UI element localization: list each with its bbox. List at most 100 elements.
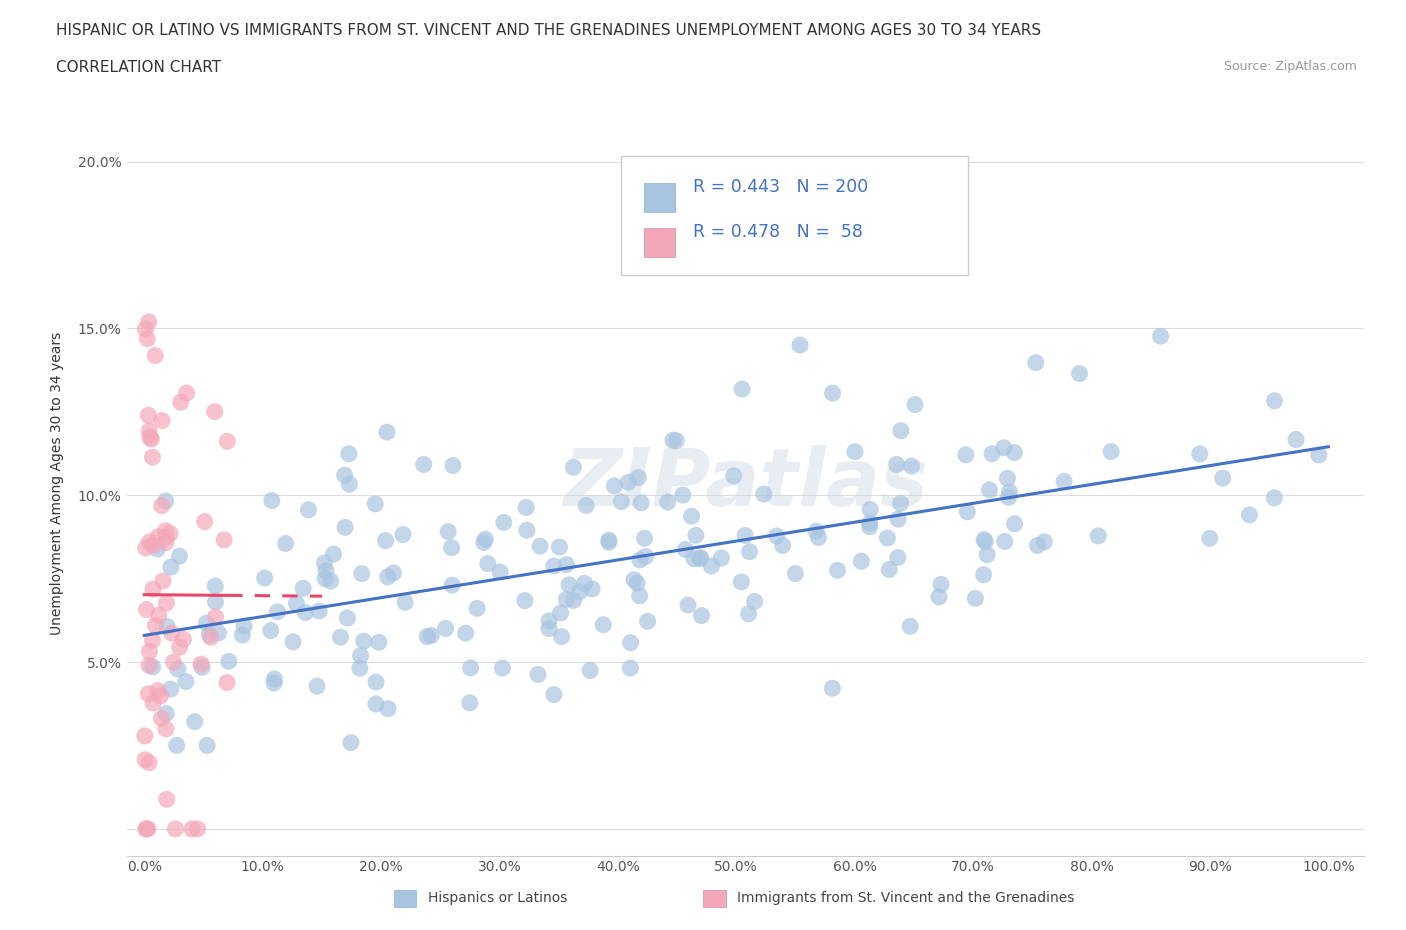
Point	[723, 469, 745, 484]
Point	[333, 468, 356, 483]
Point	[1149, 329, 1171, 344]
Point	[156, 791, 179, 806]
Point	[135, 602, 157, 617]
Point	[204, 610, 226, 625]
Point	[619, 660, 641, 675]
Point	[150, 711, 173, 725]
Point	[315, 564, 337, 578]
Point	[322, 547, 344, 562]
Point	[859, 502, 882, 517]
Point	[143, 348, 166, 363]
Point	[1263, 490, 1285, 505]
Point	[260, 623, 283, 638]
Point	[260, 493, 283, 508]
Point	[200, 630, 222, 644]
Point	[441, 458, 464, 473]
Point	[689, 551, 711, 565]
Point	[166, 661, 188, 676]
Point	[382, 565, 405, 580]
Point	[731, 381, 754, 396]
Point	[527, 667, 550, 682]
Point	[135, 821, 157, 836]
Point	[135, 540, 157, 555]
Point	[538, 614, 561, 629]
Point	[139, 430, 162, 445]
Point	[134, 752, 156, 767]
Point	[215, 675, 238, 690]
Point	[191, 660, 214, 675]
Point	[142, 538, 165, 552]
FancyBboxPatch shape	[621, 156, 967, 275]
Point	[204, 594, 226, 609]
Point	[887, 512, 910, 526]
Point	[187, 821, 209, 836]
Point	[994, 534, 1017, 549]
Point	[981, 446, 1004, 461]
Point	[575, 498, 598, 513]
Point	[890, 423, 912, 438]
Point	[172, 631, 194, 646]
Point	[146, 684, 169, 698]
Point	[859, 515, 882, 530]
Point	[734, 528, 756, 543]
Point	[155, 595, 177, 610]
Point	[138, 644, 160, 658]
Point	[174, 674, 197, 689]
Point	[458, 696, 481, 711]
Point	[1198, 531, 1220, 546]
Point	[548, 539, 571, 554]
Point	[685, 528, 707, 543]
Point	[155, 524, 177, 538]
Point	[998, 485, 1021, 499]
Point	[928, 590, 950, 604]
Point	[785, 566, 807, 581]
Point	[900, 458, 922, 473]
Point	[141, 432, 163, 446]
Point	[141, 633, 163, 648]
Point	[973, 532, 995, 547]
Point	[821, 681, 844, 696]
Point	[441, 578, 464, 592]
Point	[887, 551, 910, 565]
Point	[155, 722, 177, 737]
Text: Hispanics or Latinos: Hispanics or Latinos	[427, 891, 567, 906]
Point	[333, 520, 356, 535]
Point	[890, 496, 912, 511]
Point	[550, 605, 572, 620]
Point	[165, 821, 187, 836]
Point	[543, 559, 565, 574]
Point	[319, 574, 342, 589]
Text: R = 0.478   N =  58: R = 0.478 N = 58	[693, 223, 863, 241]
Point	[460, 660, 482, 675]
Point	[620, 635, 643, 650]
Point	[350, 566, 373, 581]
Point	[1069, 366, 1091, 381]
Point	[997, 471, 1019, 485]
Point	[392, 527, 415, 542]
Point	[181, 821, 204, 836]
Point	[138, 423, 160, 438]
Point	[859, 519, 882, 534]
Point	[212, 532, 235, 547]
Point	[314, 571, 336, 586]
Point	[672, 487, 695, 502]
Point	[375, 425, 398, 440]
Point	[138, 755, 160, 770]
Point	[204, 578, 226, 593]
Point	[550, 630, 572, 644]
Point	[744, 594, 766, 609]
Point	[142, 696, 165, 711]
Point	[956, 504, 979, 519]
Point	[285, 596, 308, 611]
Point	[141, 450, 163, 465]
Point	[146, 541, 169, 556]
Point	[253, 571, 276, 586]
FancyBboxPatch shape	[644, 183, 675, 212]
Point	[637, 614, 659, 629]
Point	[1002, 445, 1025, 460]
Point	[657, 495, 679, 510]
Point	[537, 621, 560, 636]
Point	[297, 502, 319, 517]
Point	[974, 535, 997, 550]
Point	[195, 616, 218, 631]
